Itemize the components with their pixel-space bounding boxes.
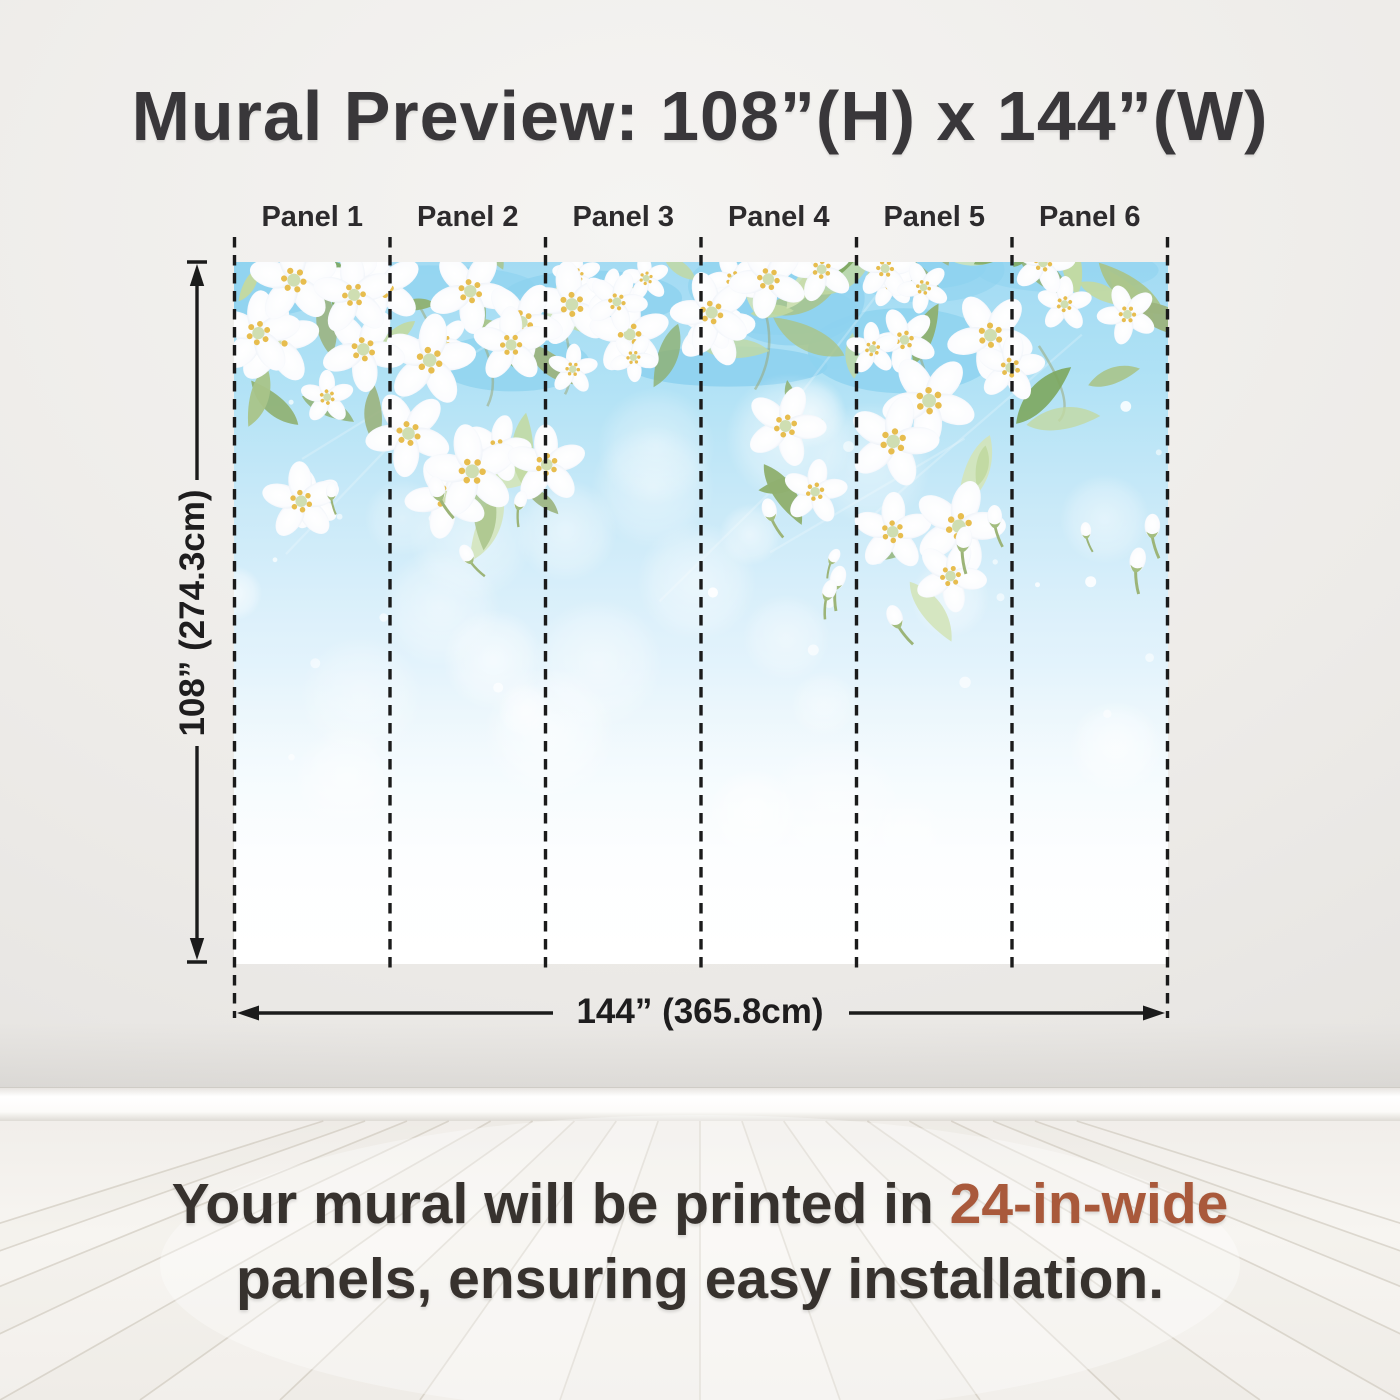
mural-preview-image [234, 262, 1168, 964]
footer-highlight: 24-in-wide [949, 1172, 1229, 1236]
panel-label-4: Panel 4 [727, 201, 830, 233]
arrowhead-left-icon [237, 1005, 259, 1021]
installation-note-line2: panels, ensuring easy installation. [235, 1247, 1165, 1311]
panel-label-2: Panel 2 [416, 201, 519, 233]
width-dimension-label: 144” (365.8cm) [576, 992, 824, 1031]
panel-label-1: Panel 1 [261, 201, 364, 233]
panel-label-3: Panel 3 [572, 201, 675, 233]
footer-text: Your mural will be printed in [171, 1172, 950, 1236]
baseboard [0, 1087, 1400, 1121]
bottom-fade [234, 662, 1168, 964]
page-title: Mural Preview: 108”(H) x 144”(W) [131, 77, 1269, 155]
wall-shadow [0, 1022, 1400, 1087]
panel-label-5: Panel 5 [883, 201, 986, 233]
height-dimension-label: 108” (274.3cm) [173, 489, 212, 737]
installation-note: Your mural will be printed in 24-in-wide… [0, 1167, 1400, 1317]
panel-label-6: Panel 6 [1038, 201, 1141, 233]
installation-note-line1: Your mural will be printed in 24-in-wide [0, 1167, 1400, 1242]
arrowhead-right-icon [1143, 1005, 1165, 1021]
arrowhead-down-icon [189, 938, 205, 960]
arrowhead-up-icon [189, 264, 205, 286]
